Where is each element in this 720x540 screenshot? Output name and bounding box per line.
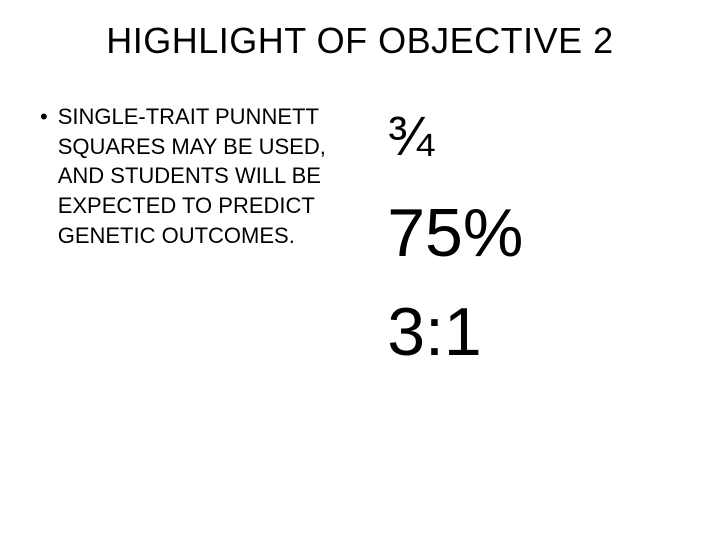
ratio-value: 3:1 (387, 288, 680, 376)
fraction-value: ¾ (387, 102, 680, 169)
bullet-marker: • (40, 102, 48, 132)
slide: HIGHLIGHT OF OBJECTIVE 2 • SINGLE-TRAIT … (0, 0, 720, 540)
bullet-text: SINGLE-TRAIT PUNNETT SQUARES MAY BE USED… (58, 102, 347, 250)
percent-value: 75% (387, 189, 680, 277)
right-column: ¾ 75% 3:1 (377, 102, 680, 376)
content-row: • SINGLE-TRAIT PUNNETT SQUARES MAY BE US… (40, 102, 680, 376)
slide-title: HIGHLIGHT OF OBJECTIVE 2 (40, 20, 680, 62)
bullet-item: • SINGLE-TRAIT PUNNETT SQUARES MAY BE US… (40, 102, 347, 250)
left-column: • SINGLE-TRAIT PUNNETT SQUARES MAY BE US… (40, 102, 347, 376)
